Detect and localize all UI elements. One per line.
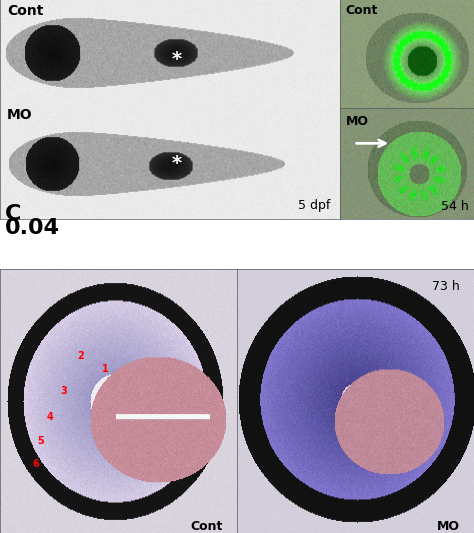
Text: MO: MO: [437, 520, 460, 533]
Text: 54 h: 54 h: [441, 200, 469, 213]
Text: C: C: [5, 204, 21, 224]
Text: 2: 2: [77, 351, 84, 361]
Text: Cont: Cont: [191, 520, 223, 533]
Text: Cont: Cont: [346, 4, 378, 17]
Text: 1: 1: [102, 365, 109, 374]
Text: *: *: [172, 154, 182, 173]
Text: 3: 3: [61, 385, 67, 395]
Text: 0.04: 0.04: [5, 218, 60, 238]
Text: 5: 5: [37, 435, 44, 446]
Text: *: *: [172, 50, 182, 69]
Text: MO: MO: [346, 115, 369, 127]
Text: 73 h: 73 h: [432, 280, 460, 293]
Text: 6: 6: [32, 459, 39, 470]
Text: 5 dpf: 5 dpf: [298, 199, 330, 212]
Text: 4: 4: [46, 412, 53, 422]
Text: Cont: Cont: [7, 4, 43, 18]
Text: MO: MO: [7, 108, 32, 122]
